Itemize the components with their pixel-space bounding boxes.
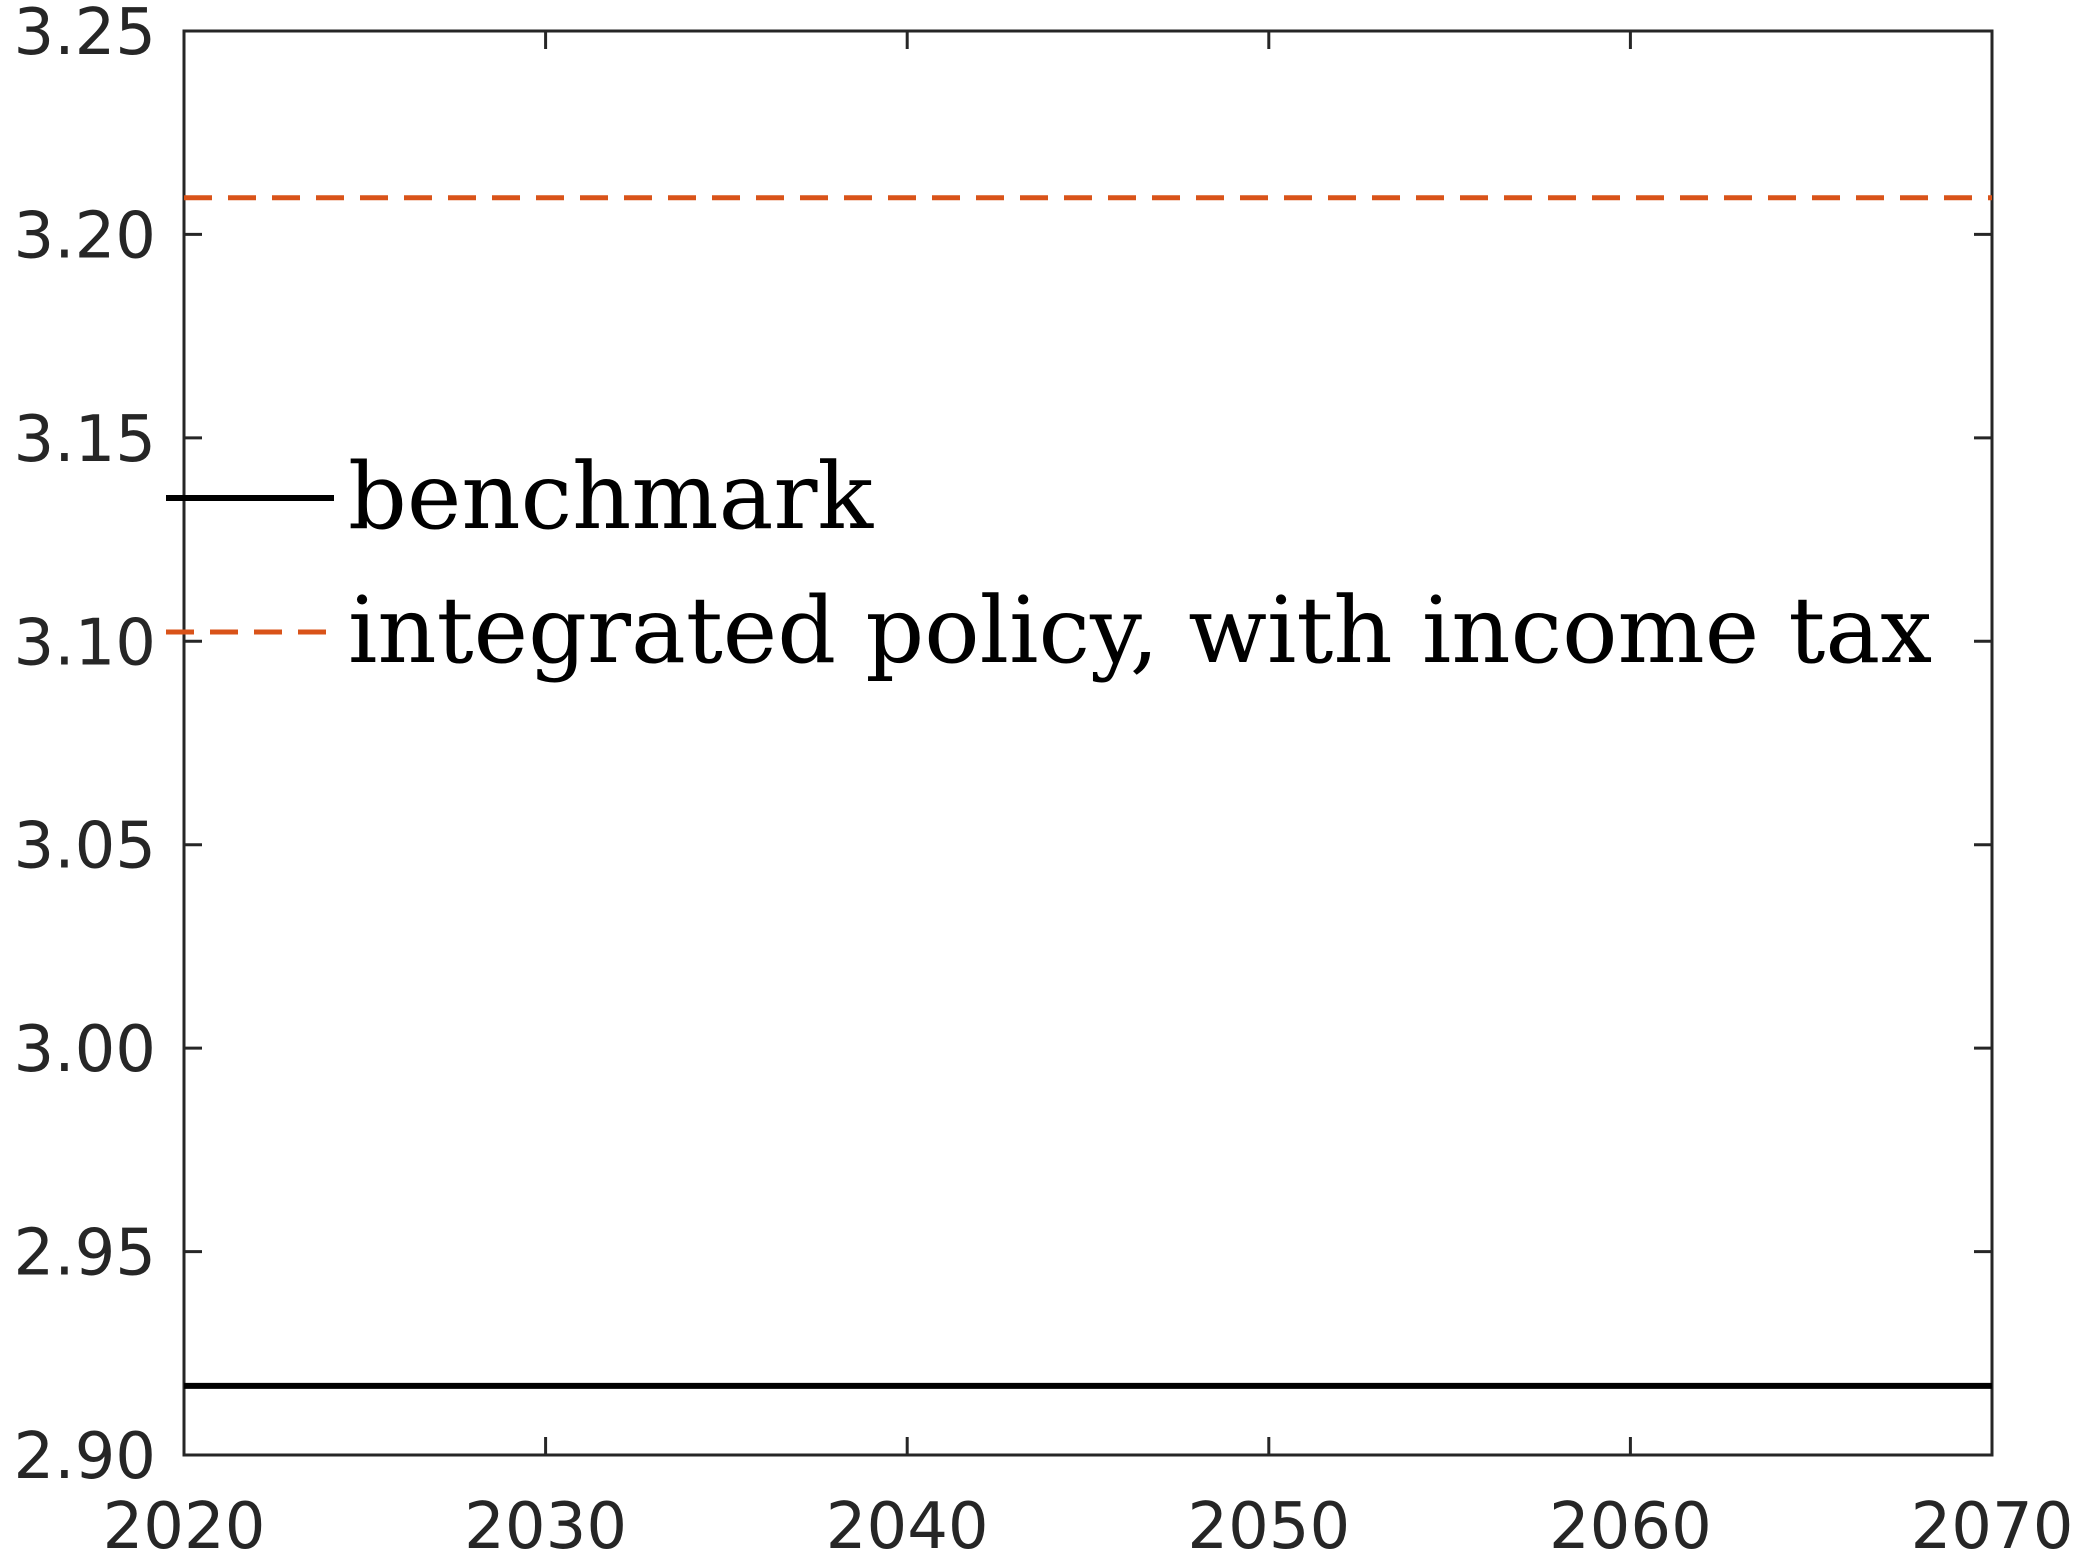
- y-tick-labels: 2.90 2.95 3.00 3.05 3.10 3.15 3.20 3.25: [14, 0, 157, 1494]
- x-tick-label: 2020: [103, 1490, 266, 1554]
- x-tick-label: 2050: [1187, 1490, 1350, 1554]
- x-tick-labels: 2020 2030 2040 2050 2060 2070: [103, 1490, 2074, 1554]
- x-tick-label: 2040: [826, 1490, 989, 1554]
- y-tick-label: 3.00: [14, 1013, 157, 1087]
- y-tick-label: 2.95: [14, 1217, 157, 1291]
- y-tick-label: 2.90: [14, 1420, 157, 1494]
- y-tick-label: 3.10: [14, 606, 157, 680]
- x-tick-label: 2030: [464, 1490, 627, 1554]
- y-tick-label: 3.25: [14, 0, 157, 70]
- y-tick-label: 3.20: [14, 199, 157, 273]
- legend-label-benchmark: benchmark: [348, 443, 874, 550]
- legend-label-integrated-policy: integrated policy, with income tax: [348, 577, 1932, 684]
- x-tick-label: 2070: [1911, 1490, 2074, 1554]
- y-tick-label: 3.15: [14, 403, 157, 477]
- legend: benchmark integrated policy, with income…: [166, 443, 1932, 684]
- x-tick-label: 2060: [1549, 1490, 1712, 1554]
- axis-ticks: [182, 29, 1994, 1457]
- series-lines: [184, 195, 1992, 1389]
- plot-area: [182, 29, 1994, 1457]
- y-tick-label: 3.05: [14, 810, 157, 884]
